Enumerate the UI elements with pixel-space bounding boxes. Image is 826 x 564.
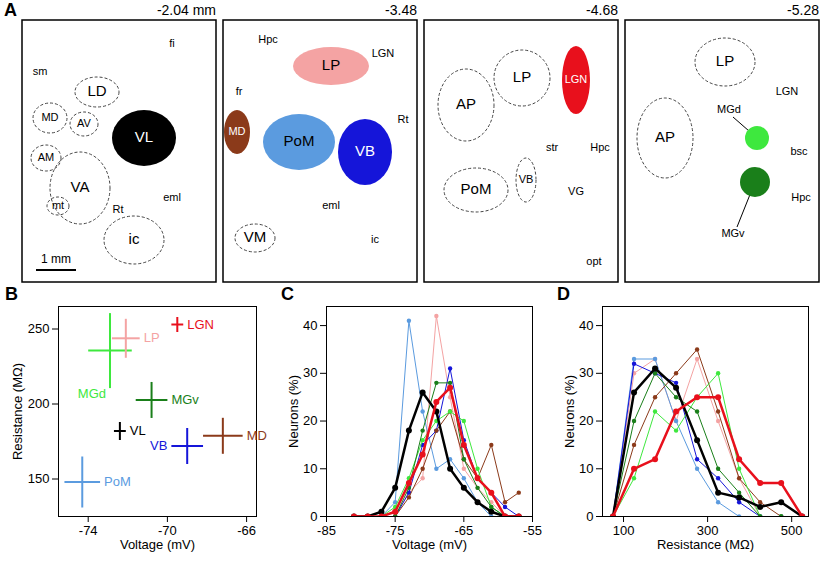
- svg-text:VG: VG: [568, 185, 584, 197]
- html-text:B: B: [5, 284, 18, 304]
- svg-text:-4.68: -4.68: [586, 2, 618, 18]
- svg-text:Resistance (MΩ): Resistance (MΩ): [657, 537, 754, 552]
- svg-text:MD: MD: [247, 428, 267, 443]
- svg-text:AV: AV: [77, 117, 92, 129]
- svg-text:LGN: LGN: [372, 47, 395, 59]
- svg-text:-74: -74: [79, 523, 98, 538]
- svg-text:Hpc: Hpc: [258, 33, 278, 45]
- svg-text:-2.04 mm: -2.04 mm: [157, 2, 216, 18]
- svg-text:eml: eml: [163, 191, 181, 203]
- svg-text:300: 300: [697, 523, 719, 538]
- html-text:D: D: [557, 284, 570, 304]
- svg-text:sm: sm: [33, 65, 48, 77]
- svg-text:0: 0: [310, 509, 317, 524]
- svg-text:LP: LP: [716, 52, 734, 69]
- svg-text:MD: MD: [41, 111, 58, 123]
- svg-text:Neurons (%): Neurons (%): [562, 375, 577, 448]
- svg-text:VL: VL: [130, 423, 146, 438]
- svg-text:VB: VB: [519, 173, 534, 185]
- svg-text:1 mm: 1 mm: [41, 252, 71, 266]
- svg-text:LP: LP: [322, 56, 340, 73]
- svg-text:MGv: MGv: [721, 227, 745, 239]
- svg-text:LP: LP: [513, 68, 531, 85]
- svg-text:Neurons (%): Neurons (%): [286, 375, 301, 448]
- svg-text:PoM: PoM: [461, 180, 492, 197]
- svg-text:Rt: Rt: [113, 203, 124, 215]
- svg-text:Voltage (mV): Voltage (mV): [120, 537, 195, 552]
- svg-text:MGd: MGd: [717, 103, 741, 115]
- svg-text:Resistance (MΩ): Resistance (MΩ): [10, 363, 25, 460]
- svg-text:fr: fr: [236, 85, 243, 97]
- svg-text:-85: -85: [317, 523, 336, 538]
- svg-text:-55: -55: [523, 523, 542, 538]
- svg-text:0: 0: [586, 509, 593, 524]
- svg-text:200: 200: [28, 396, 50, 411]
- svg-text:30: 30: [579, 365, 593, 380]
- svg-text:-66: -66: [237, 523, 256, 538]
- svg-text:PoM: PoM: [104, 474, 131, 489]
- svg-text:eml: eml: [322, 199, 340, 211]
- svg-text:AP: AP: [456, 95, 476, 112]
- svg-text:500: 500: [781, 523, 803, 538]
- svg-text:ic: ic: [371, 233, 379, 245]
- svg-text:AM: AM: [38, 151, 55, 163]
- svg-text:mt: mt: [52, 199, 64, 211]
- svg-text:40: 40: [303, 318, 317, 333]
- svg-text:ic: ic: [129, 230, 140, 247]
- svg-text:VB: VB: [355, 142, 375, 159]
- svg-text:LGN: LGN: [565, 73, 588, 85]
- svg-text:Hpc: Hpc: [791, 191, 811, 203]
- svg-text:10: 10: [303, 461, 317, 476]
- svg-text:VB: VB: [150, 438, 167, 453]
- svg-text:40: 40: [579, 318, 593, 333]
- svg-text:10: 10: [579, 461, 593, 476]
- svg-text:AP: AP: [655, 128, 675, 145]
- svg-text:-75: -75: [386, 523, 405, 538]
- svg-text:-3.48: -3.48: [385, 2, 417, 18]
- svg-text:150: 150: [28, 471, 50, 486]
- svg-text:100: 100: [613, 523, 635, 538]
- svg-text:MGv: MGv: [171, 392, 199, 407]
- svg-text:-65: -65: [454, 523, 473, 538]
- svg-text:A: A: [4, 0, 17, 20]
- svg-text:VM: VM: [244, 228, 267, 245]
- svg-text:VA: VA: [71, 178, 90, 195]
- svg-text:LGN: LGN: [776, 85, 799, 97]
- svg-text:Hpc: Hpc: [590, 141, 610, 153]
- svg-text:LP: LP: [144, 330, 160, 345]
- svg-text:str: str: [546, 141, 559, 153]
- svg-text:Voltage (mV): Voltage (mV): [392, 537, 467, 552]
- svg-text:VL: VL: [135, 128, 153, 145]
- svg-text:opt: opt: [586, 255, 601, 267]
- svg-text:LGN: LGN: [187, 317, 214, 332]
- svg-text:-70: -70: [158, 523, 177, 538]
- svg-text:Rt: Rt: [398, 113, 409, 125]
- svg-text:fi: fi: [169, 37, 175, 49]
- svg-text:20: 20: [579, 413, 593, 428]
- svg-text:20: 20: [303, 413, 317, 428]
- html-text:C: C: [281, 284, 294, 304]
- svg-text:MGd: MGd: [78, 386, 106, 401]
- svg-text:-5.28: -5.28: [787, 2, 819, 18]
- svg-text:PoM: PoM: [284, 132, 315, 149]
- svg-text:30: 30: [303, 365, 317, 380]
- svg-text:bsc: bsc: [790, 145, 808, 157]
- svg-text:250: 250: [28, 321, 50, 336]
- svg-text:MD: MD: [228, 125, 245, 137]
- svg-text:LD: LD: [87, 82, 106, 99]
